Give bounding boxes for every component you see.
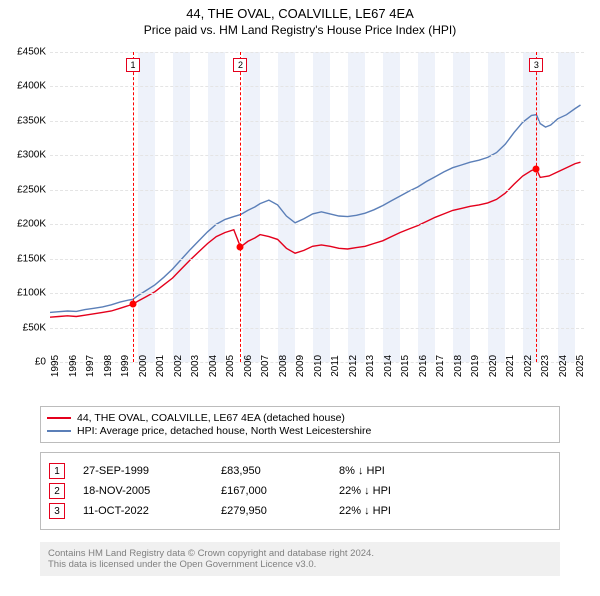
marker-date: 18-NOV-2005 [83,485,203,497]
series-hpi [50,105,581,312]
y-tick-label: £0 [35,357,50,368]
x-tick-label: 2022 [523,355,534,377]
x-tick-label: 2024 [558,355,569,377]
marker-chip: 1 [126,58,140,72]
x-tick-label: 2006 [243,355,254,377]
x-tick-label: 2003 [190,355,201,377]
marker-date: 11-OCT-2022 [83,505,203,517]
chart-svg [50,52,584,362]
chart-plot-area: £0£50K£100K£150K£200K£250K£300K£350K£400… [50,52,584,362]
marker-id-box: 2 [49,483,65,499]
chart-title: 44, THE OVAL, COALVILLE, LE67 4EA [0,6,600,21]
marker-price: £279,950 [221,505,321,517]
legend-swatch [47,430,71,432]
chart-subtitle: Price paid vs. HM Land Registry's House … [0,23,600,37]
x-tick-label: 2005 [225,355,236,377]
x-tick-label: 2013 [365,355,376,377]
marker-chip: 2 [233,58,247,72]
x-tick-label: 2017 [435,355,446,377]
marker-vline [133,52,134,362]
y-tick-label: £150K [17,253,50,264]
gridline [50,224,584,225]
y-tick-label: £50K [23,322,50,333]
marker-table-row: 1 27-SEP-1999 £83,950 8% ↓ HPI [49,463,551,479]
gridline [50,52,584,53]
chart-container: 44, THE OVAL, COALVILLE, LE67 4EA Price … [0,6,600,596]
x-tick-label: 2021 [505,355,516,377]
gridline [50,86,584,87]
x-tick-label: 2011 [330,355,341,377]
x-tick-label: 2002 [173,355,184,377]
x-tick-label: 2000 [138,355,149,377]
x-tick-label: 2009 [295,355,306,377]
marker-date: 27-SEP-1999 [83,465,203,477]
marker-diff: 8% ↓ HPI [339,465,551,477]
marker-vline [240,52,241,362]
gridline [50,328,584,329]
x-tick-label: 2008 [278,355,289,377]
legend-row: 44, THE OVAL, COALVILLE, LE67 4EA (detac… [47,412,553,424]
x-tick-label: 1997 [85,355,96,377]
x-tick-label: 2016 [418,355,429,377]
x-tick-label: 1999 [120,355,131,377]
y-tick-label: £100K [17,288,50,299]
marker-id-box: 3 [49,503,65,519]
x-tick-label: 1998 [103,355,114,377]
x-tick-label: 2010 [313,355,324,377]
x-tick-label: 2019 [470,355,481,377]
y-tick-label: £250K [17,184,50,195]
y-tick-label: £400K [17,81,50,92]
marker-table-row: 2 18-NOV-2005 £167,000 22% ↓ HPI [49,483,551,499]
marker-price: £167,000 [221,485,321,497]
marker-vline [536,52,537,362]
x-tick-label: 2001 [155,355,166,377]
x-tick-label: 2007 [260,355,271,377]
x-tick-label: 2012 [348,355,359,377]
footer-line: Contains HM Land Registry data © Crown c… [48,548,552,559]
y-tick-label: £300K [17,150,50,161]
x-tick-label: 2004 [208,355,219,377]
legend-row: HPI: Average price, detached house, Nort… [47,425,553,437]
footer-line: This data is licensed under the Open Gov… [48,559,552,570]
gridline [50,190,584,191]
marker-price: £83,950 [221,465,321,477]
marker-table-row: 3 11-OCT-2022 £279,950 22% ↓ HPI [49,503,551,519]
gridline [50,293,584,294]
legend-label: 44, THE OVAL, COALVILLE, LE67 4EA (detac… [77,412,345,424]
marker-table: 1 27-SEP-1999 £83,950 8% ↓ HPI 2 18-NOV-2005 £… [40,452,560,530]
marker-dot [237,243,244,250]
marker-dot [129,301,136,308]
marker-diff: 22% ↓ HPI [339,485,551,497]
legend-swatch [47,417,71,419]
gridline [50,121,584,122]
gridline [50,155,584,156]
chart-footer: Contains HM Land Registry data © Crown c… [40,542,560,576]
gridline [50,259,584,260]
x-tick-label: 1995 [50,355,61,377]
x-tick-label: 1996 [68,355,79,377]
x-tick-label: 2015 [400,355,411,377]
y-tick-label: £450K [17,47,50,58]
marker-dot [533,166,540,173]
marker-diff: 22% ↓ HPI [339,505,551,517]
x-tick-label: 2018 [453,355,464,377]
chart-legend: 44, THE OVAL, COALVILLE, LE67 4EA (detac… [40,406,560,443]
y-tick-label: £350K [17,115,50,126]
x-tick-label: 2014 [383,355,394,377]
legend-label: HPI: Average price, detached house, Nort… [77,425,371,437]
marker-id-box: 1 [49,463,65,479]
x-tick-label: 2020 [488,355,499,377]
y-tick-label: £200K [17,219,50,230]
x-tick-label: 2025 [575,355,586,377]
marker-chip: 3 [529,58,543,72]
x-tick-label: 2023 [540,355,551,377]
